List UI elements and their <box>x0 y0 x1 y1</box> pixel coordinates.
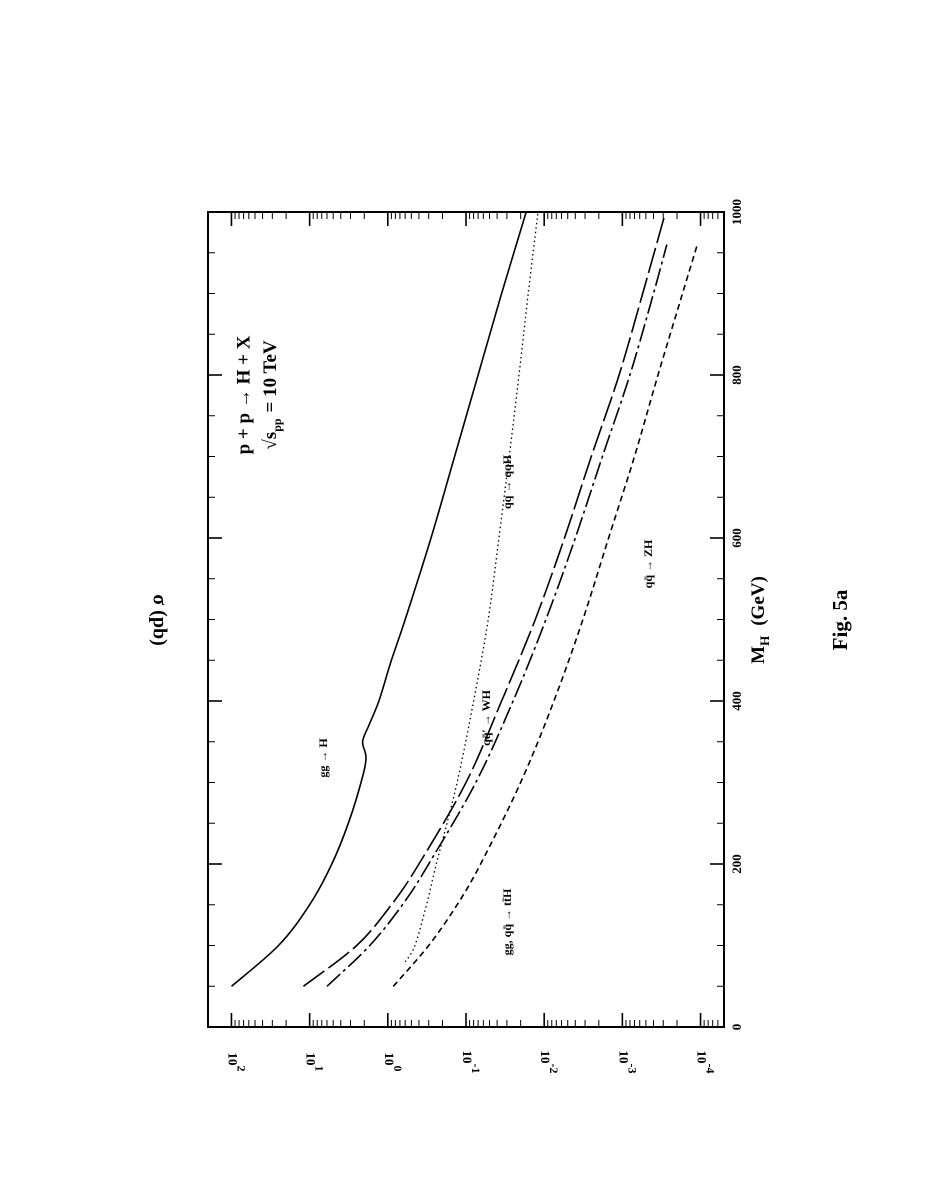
x-axis-title-unit: (GeV) <box>748 576 769 626</box>
label-gg-to-h: gg → H <box>316 738 330 778</box>
y-axis-title: σ (pb) <box>148 594 170 645</box>
y-tick-label-exp: 1 <box>313 1066 327 1072</box>
series-line-dotted <box>404 211 539 963</box>
series-line-long-dash <box>302 211 667 987</box>
x-axis-title: MH (GeV) <box>748 576 772 664</box>
y-tick-label-text: 10-4 <box>695 1051 718 1074</box>
y-tick-label-exp: 2 <box>235 1066 249 1072</box>
figure-label: Fig. 5a <box>828 589 852 650</box>
x-tick-label: 200 <box>729 854 744 874</box>
y-tick-label: 10-1 <box>460 1051 483 1074</box>
y-tick-label-base: 10 <box>225 1053 240 1066</box>
series-line-dash-dot <box>326 244 668 987</box>
curve-labels: gg → H qq → qqH qq̄′ → WH gg, qq̄ → tt̄H… <box>316 454 655 955</box>
label-qq-to-wh: qq̄′ → WH <box>479 689 493 746</box>
x-tick-label: 600 <box>729 528 744 548</box>
label-qq-to-qqh: qq → qqH <box>500 454 514 509</box>
x-tick-label: 400 <box>729 691 744 711</box>
y-tick-label-text: 100 <box>382 1053 405 1072</box>
plot-title-line1: p + p → H + X <box>233 335 254 454</box>
tick-marks <box>208 211 724 1028</box>
y-tick-label-base: 10 <box>695 1051 710 1064</box>
y-tick-label-base: 10 <box>304 1053 319 1066</box>
y-tick-label-exp: -3 <box>626 1064 640 1074</box>
curves <box>230 211 699 987</box>
y-tick-label-base: 10 <box>538 1051 553 1064</box>
label-ttbar-h: gg, qq̄ → tt̄H <box>500 888 514 955</box>
y-tick-label: 10-4 <box>695 1051 718 1074</box>
y-tick-label-base: 10 <box>460 1051 475 1064</box>
y-tick-label-text: 102 <box>225 1053 248 1072</box>
y-tick-label: 10-2 <box>538 1051 561 1074</box>
series-line-short-dash <box>392 244 699 987</box>
x-tick-labels: 0 200 400 600 800 1000 <box>729 199 744 1030</box>
y-tick-label-base: 10 <box>616 1051 631 1064</box>
x-axis-title-sub: H <box>757 636 772 646</box>
series-line-solid <box>230 211 527 987</box>
y-tick-label-text: 10-2 <box>538 1051 561 1074</box>
x-axis-title-main: M <box>748 646 769 664</box>
y-tick-label-text: 101 <box>304 1053 327 1072</box>
plot-title-pp-sub: pp <box>270 418 284 432</box>
y-tick-label-exp: -2 <box>547 1064 561 1074</box>
y-tick-label: 102 <box>225 1053 248 1072</box>
plot-title-sqrt-s: √s <box>260 432 281 450</box>
y-tick-label-exp: -4 <box>704 1064 718 1074</box>
x-tick-label: 800 <box>729 365 744 385</box>
svg-text:√spp= 10 TeV: √spp = 10 TeV <box>260 340 283 450</box>
y-tick-label-text: 10-3 <box>616 1051 639 1074</box>
plot-title: p + p → H + X √spp = 10 TeV <box>233 335 283 454</box>
plot-title-energy: = 10 TeV <box>260 340 281 412</box>
y-tick-label-text: 10-1 <box>460 1051 483 1074</box>
x-tick-label: 1000 <box>729 199 744 225</box>
plot-frame <box>207 211 725 1028</box>
y-tick-label-exp: 0 <box>391 1066 405 1072</box>
y-tick-label-exp: -1 <box>469 1064 483 1074</box>
svg-text:MH(GeV): MH (GeV) <box>748 576 772 664</box>
y-tick-label: 101 <box>304 1053 327 1072</box>
y-tick-label: 10-3 <box>616 1051 639 1074</box>
x-tick-label: 0 <box>729 1024 744 1031</box>
label-qq-to-zh: qq̄ → ZH <box>641 539 655 588</box>
y-tick-label-base: 10 <box>382 1053 397 1066</box>
y-tick-label: 100 <box>382 1053 405 1072</box>
